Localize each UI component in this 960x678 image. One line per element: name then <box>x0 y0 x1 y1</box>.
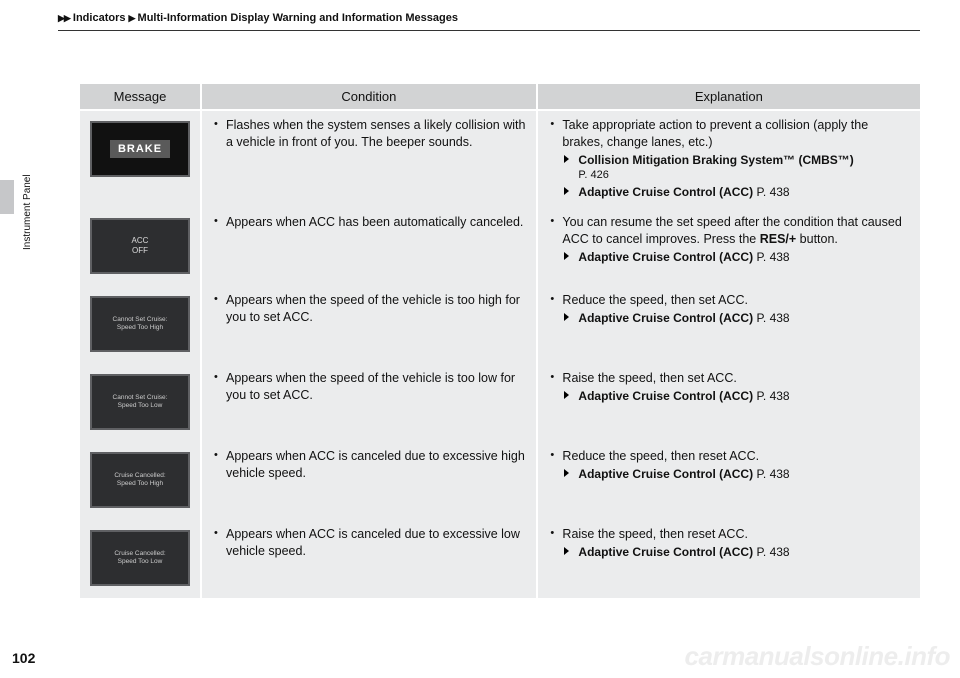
header-condition: Condition <box>202 84 536 109</box>
condition-text: Appears when ACC has been automatically … <box>212 214 526 231</box>
message-cell: ACCOFF <box>80 208 200 286</box>
condition-cell: Appears when ACC has been automatically … <box>202 208 536 286</box>
reference-link: Adaptive Cruise Control (ACC) P. 438 <box>562 184 910 200</box>
display-message-icon: ACCOFF <box>90 218 190 274</box>
reference-page: P. 426 <box>562 168 910 183</box>
breadcrumb-sep2: ▶ <box>129 13 135 23</box>
display-message-icon: Cannot Set Cruise:Speed Too High <box>90 296 190 352</box>
explanation-cell: Reduce the speed, then reset ACC.Adaptiv… <box>538 442 920 520</box>
condition-cell: Appears when ACC is canceled due to exce… <box>202 442 536 520</box>
page-number: 102 <box>12 650 35 666</box>
reference-title: Adaptive Cruise Control (ACC) <box>578 311 753 325</box>
breadcrumb-sep: ▶▶ <box>58 13 70 23</box>
explanation-text: Raise the speed, then set ACC.Adaptive C… <box>548 370 910 404</box>
condition-cell: Appears when the speed of the vehicle is… <box>202 364 536 442</box>
reference-link: Adaptive Cruise Control (ACC) P. 438 <box>562 310 910 326</box>
condition-cell: Appears when the speed of the vehicle is… <box>202 286 536 364</box>
condition-text: Appears when ACC is canceled due to exce… <box>212 448 526 482</box>
explanation-bold: RES/+ <box>760 232 796 246</box>
reference-title: Adaptive Cruise Control (ACC) <box>578 250 753 264</box>
message-cell: BRAKE <box>80 111 200 208</box>
breadcrumb-part2: Multi-Information Display Warning and In… <box>138 12 458 24</box>
condition-text: Appears when the speed of the vehicle is… <box>212 292 526 326</box>
condition-text: Appears when the speed of the vehicle is… <box>212 370 526 404</box>
condition-text: Flashes when the system senses a likely … <box>212 117 526 151</box>
condition-text: Appears when ACC is canceled due to exce… <box>212 526 526 560</box>
reference-link: Adaptive Cruise Control (ACC) P. 438 <box>562 544 910 560</box>
reference-title: Adaptive Cruise Control (ACC) <box>578 389 753 403</box>
display-message-icon: Cruise Cancelled:Speed Too High <box>90 452 190 508</box>
breadcrumb-part1: Indicators <box>73 12 126 24</box>
breadcrumb: ▶▶ Indicators ▶ Multi-Information Displa… <box>58 12 920 31</box>
explanation-cell: Raise the speed, then set ACC.Adaptive C… <box>538 364 920 442</box>
header-explanation: Explanation <box>538 84 920 109</box>
table-row: Cannot Set Cruise:Speed Too Low Appears w… <box>80 364 920 442</box>
table-row: Cruise Cancelled:Speed Too Low Appears wh… <box>80 520 920 598</box>
explanation-cell: Reduce the speed, then set ACC.Adaptive … <box>538 286 920 364</box>
reference-title: Adaptive Cruise Control (ACC) <box>578 545 753 559</box>
reference-link: Adaptive Cruise Control (ACC) P. 438 <box>562 466 910 482</box>
display-text: Cruise Cancelled:Speed Too Low <box>114 550 165 567</box>
explanation-text: Raise the speed, then reset ACC.Adaptive… <box>548 526 910 560</box>
table-header-row: Message Condition Explanation <box>80 84 920 109</box>
display-message-icon: BRAKE <box>90 121 190 177</box>
explanation-cell: Raise the speed, then reset ACC.Adaptive… <box>538 520 920 598</box>
watermark: carmanualsonline.info <box>685 641 950 672</box>
table-row: Cruise Cancelled:Speed Too High Appears w… <box>80 442 920 520</box>
reference-link: Adaptive Cruise Control (ACC) P. 438 <box>562 249 910 265</box>
explanation-text: Reduce the speed, then reset ACC.Adaptiv… <box>548 448 910 482</box>
side-tab-block <box>0 180 14 214</box>
reference-title: Adaptive Cruise Control (ACC) <box>578 185 753 199</box>
warning-table: Message Condition Explanation BRAKE Flash… <box>80 84 920 598</box>
explanation-text: Reduce the speed, then set ACC.Adaptive … <box>548 292 910 326</box>
side-tab: Instrument Panel <box>0 180 34 320</box>
message-cell: Cannot Set Cruise:Speed Too Low <box>80 364 200 442</box>
display-text: ACCOFF <box>132 236 149 257</box>
display-text: Cannot Set Cruise:Speed Too Low <box>113 394 168 411</box>
message-cell: Cruise Cancelled:Speed Too High <box>80 442 200 520</box>
explanation-cell: Take appropriate action to prevent a col… <box>538 111 920 208</box>
reference-title: Adaptive Cruise Control (ACC) <box>578 467 753 481</box>
reference-link: Collision Mitigation Braking System™ (CM… <box>562 152 910 168</box>
message-cell: Cruise Cancelled:Speed Too Low <box>80 520 200 598</box>
explanation-cell: You can resume the set speed after the c… <box>538 208 920 286</box>
display-message-icon: Cannot Set Cruise:Speed Too Low <box>90 374 190 430</box>
brake-label: BRAKE <box>110 140 170 158</box>
display-message-icon: Cruise Cancelled:Speed Too Low <box>90 530 190 586</box>
display-text: Cruise Cancelled:Speed Too High <box>114 472 165 489</box>
explanation-text: Take appropriate action to prevent a col… <box>548 117 910 200</box>
table-row: ACCOFF Appears when ACC has been automati… <box>80 208 920 286</box>
message-cell: Cannot Set Cruise:Speed Too High <box>80 286 200 364</box>
reference-title: Collision Mitigation Braking System™ (CM… <box>578 153 853 167</box>
condition-cell: Flashes when the system senses a likely … <box>202 111 536 208</box>
reference-link: Adaptive Cruise Control (ACC) P. 438 <box>562 388 910 404</box>
table-row: Cannot Set Cruise:Speed Too High Appears … <box>80 286 920 364</box>
explanation-text: You can resume the set speed after the c… <box>548 214 910 265</box>
table-row: BRAKE Flashes when the system senses a li… <box>80 111 920 208</box>
header-message: Message <box>80 84 200 109</box>
condition-cell: Appears when ACC is canceled due to exce… <box>202 520 536 598</box>
display-text: Cannot Set Cruise:Speed Too High <box>113 316 168 333</box>
side-tab-label: Instrument Panel <box>22 174 33 250</box>
